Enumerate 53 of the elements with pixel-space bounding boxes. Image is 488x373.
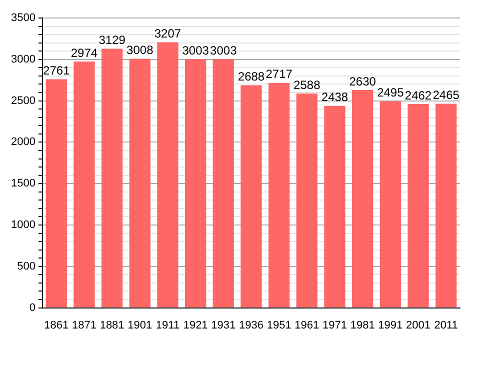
x-tick-label: 1881 [100, 319, 124, 332]
data-label: 2974 [70, 46, 98, 60]
x-tick-label: 1971 [322, 319, 347, 332]
y-tick-label: 2500 [10, 94, 36, 107]
data-label: 2688 [238, 70, 265, 84]
y-tick-label: 3500 [10, 12, 36, 24]
x-tick-label: 1981 [350, 319, 375, 332]
y-tick-label: 1500 [10, 178, 36, 190]
x-tick-label: 1901 [128, 319, 152, 332]
bar [74, 62, 95, 308]
bar [212, 59, 234, 308]
x-tick-label: 2011 [434, 319, 458, 332]
bar [324, 106, 346, 308]
bar [184, 59, 206, 308]
y-tick-label: 2000 [10, 136, 36, 148]
data-label: 2717 [266, 67, 293, 82]
data-label: 2465 [432, 88, 460, 102]
x-tick-label: 1936 [238, 319, 264, 332]
y-tick-label: 500 [17, 260, 36, 272]
x-tick-label: 1961 [294, 319, 320, 332]
data-label: 2761 [43, 64, 70, 78]
data-label: 2438 [321, 90, 348, 104]
bar [380, 101, 401, 308]
x-tick-label: 1931 [211, 319, 236, 332]
x-tick-label: 2001 [406, 319, 430, 332]
x-tick-label: 1911 [156, 319, 180, 332]
bar [240, 85, 262, 308]
bar [129, 58, 150, 308]
bar [408, 104, 429, 308]
x-tick-label: 1991 [378, 319, 403, 332]
data-label: 3003 [210, 43, 238, 58]
bar [296, 94, 318, 308]
y-tick-label: 3000 [10, 53, 36, 66]
x-tick-label: 1871 [72, 319, 96, 332]
bar [46, 79, 67, 308]
data-label: 3008 [126, 43, 154, 58]
data-label: 2495 [377, 86, 404, 100]
x-tick-label: 1921 [183, 319, 208, 332]
bar [101, 48, 123, 308]
y-tick-label: 1000 [10, 219, 36, 232]
bar [157, 42, 178, 308]
y-tick-label: 0 [29, 302, 36, 314]
data-label: 2630 [349, 74, 376, 88]
x-tick-label: 1861 [44, 319, 69, 332]
data-label: 2462 [404, 88, 432, 102]
data-label: 3129 [98, 33, 126, 48]
x-tick-label: 1951 [266, 319, 292, 332]
data-label: 3003 [182, 43, 210, 58]
data-label: 2588 [294, 78, 321, 92]
data-label: 3207 [154, 26, 182, 41]
bar [268, 82, 290, 308]
bar [352, 90, 374, 308]
bar [436, 104, 457, 308]
